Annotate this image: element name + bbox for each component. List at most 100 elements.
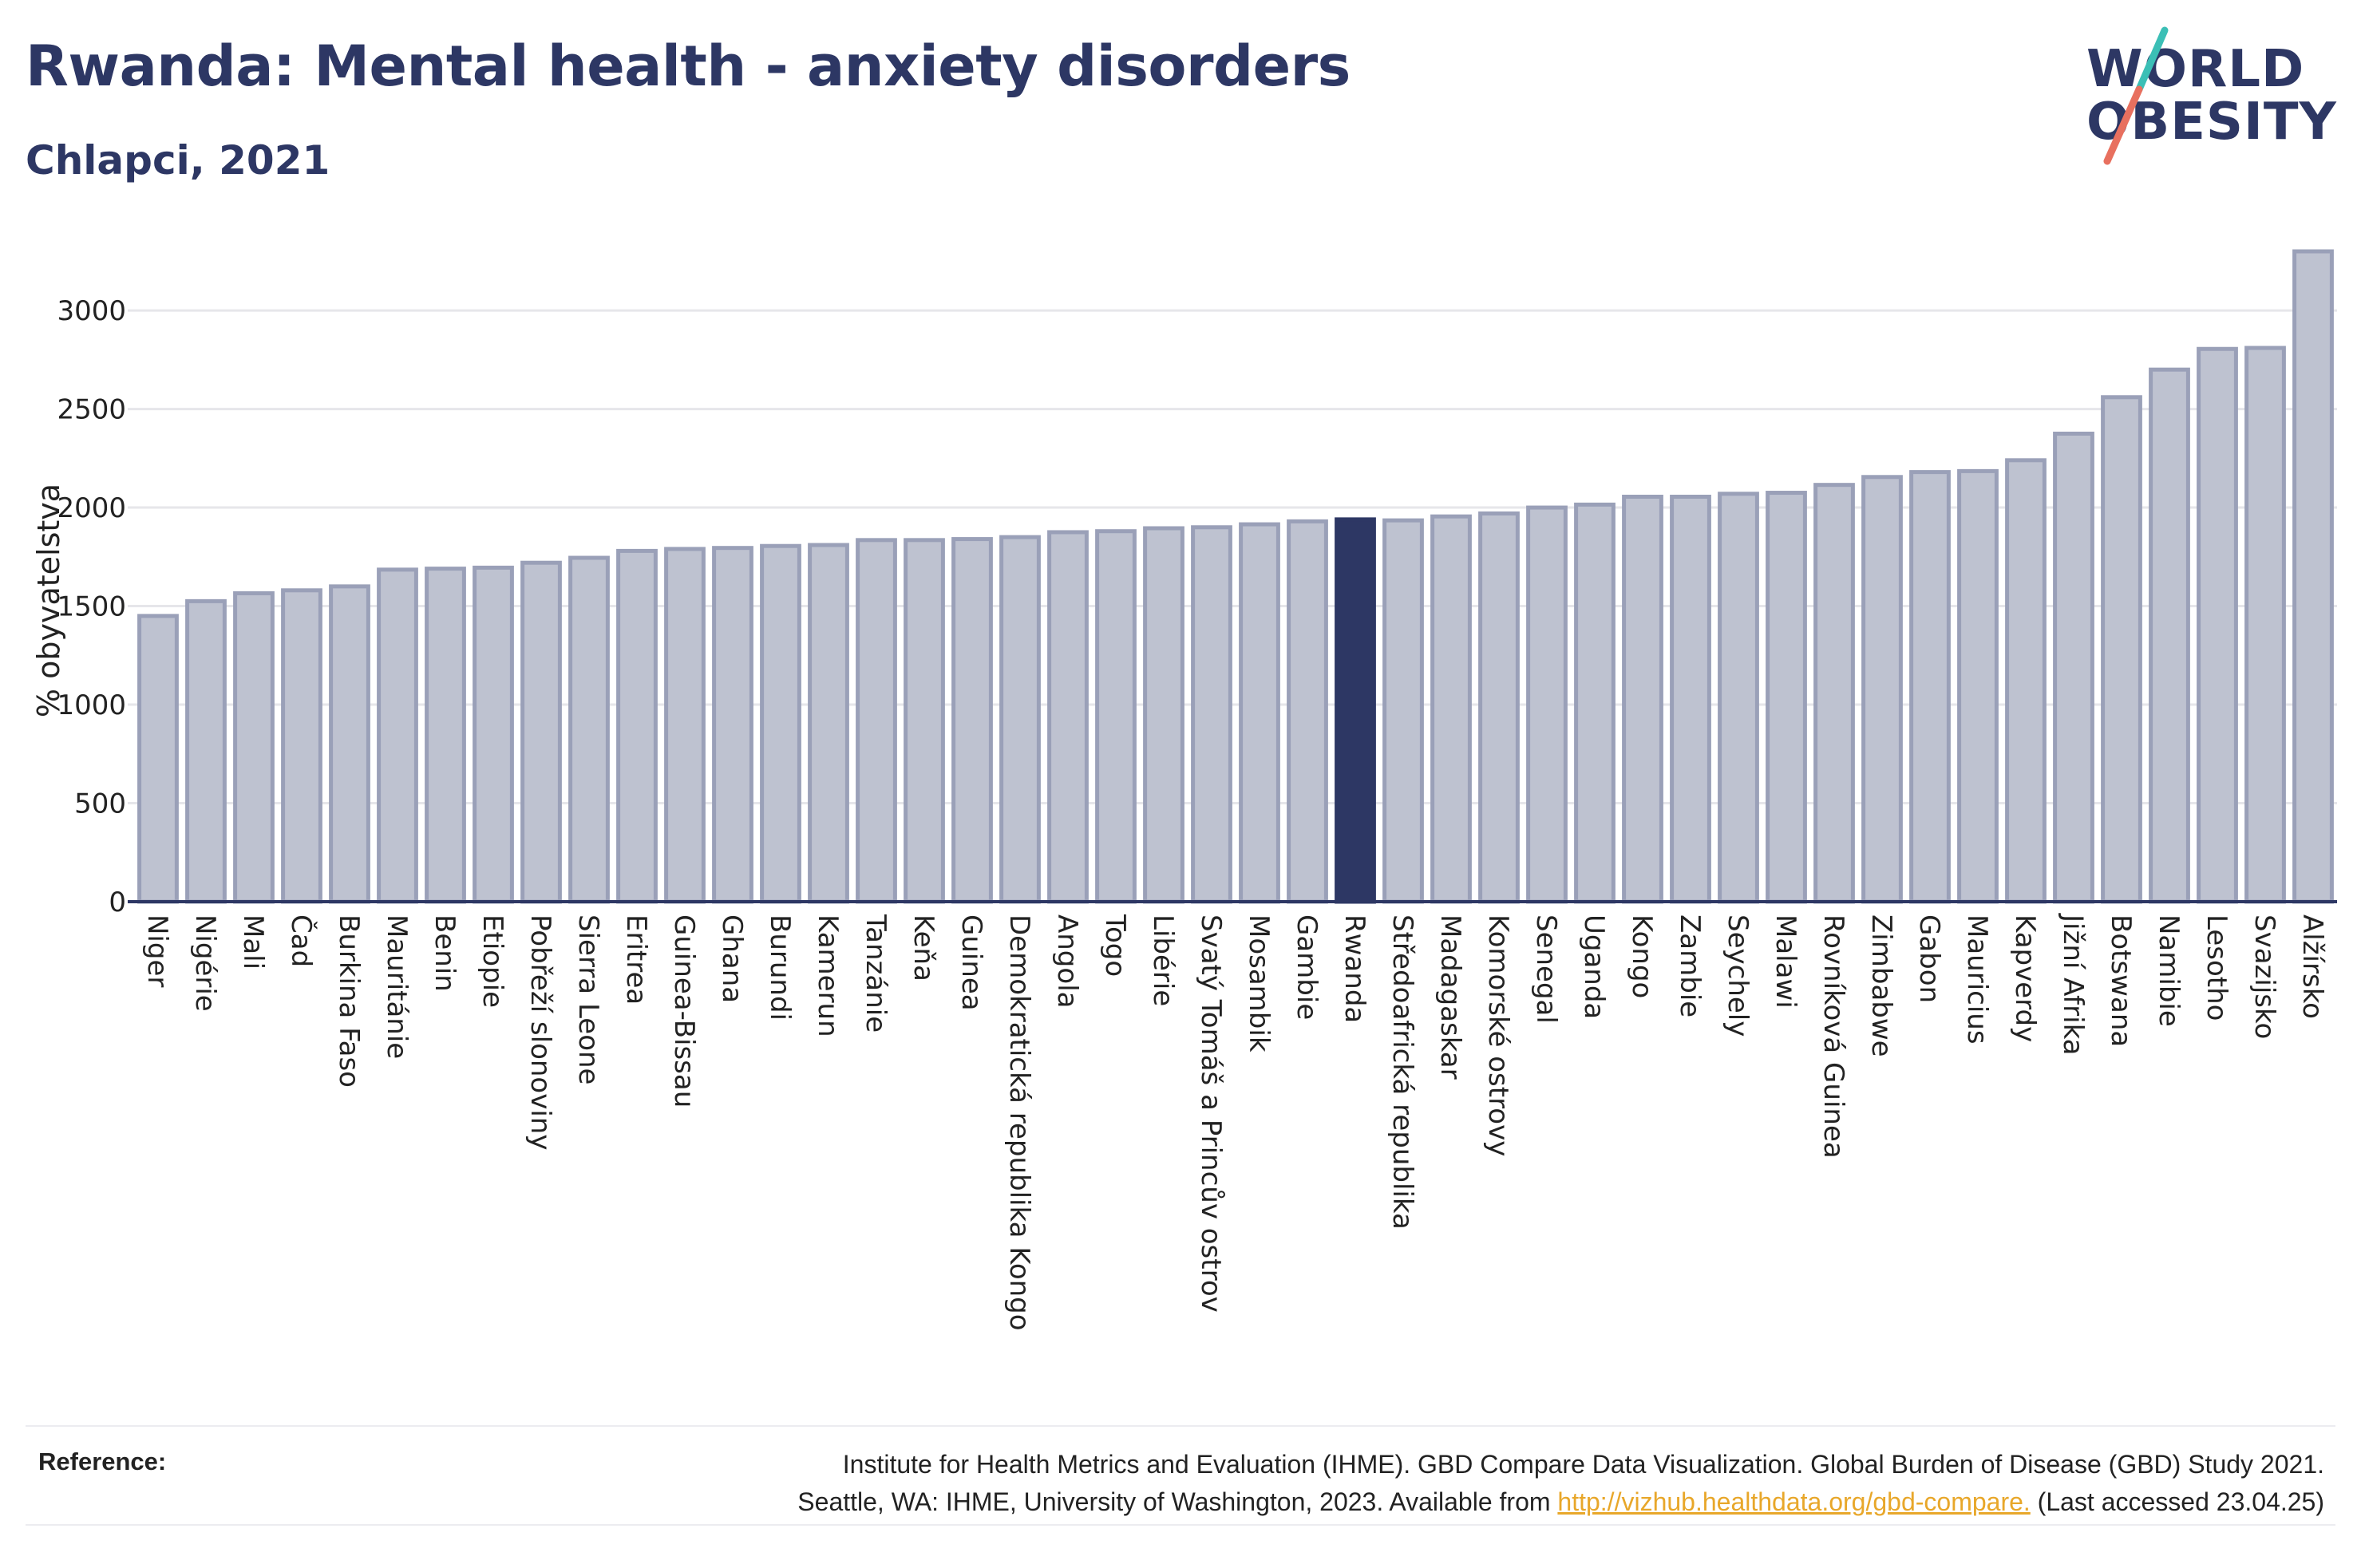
bar xyxy=(808,543,849,904)
x-tick-label: Mosambik xyxy=(1243,914,1275,1053)
bar xyxy=(2149,367,2190,904)
x-tick-label: Mauritánie xyxy=(381,914,413,1059)
y-tick-label: 2000 xyxy=(57,492,126,524)
x-tick-label: Nigérie xyxy=(189,914,221,1012)
bar xyxy=(1813,483,1855,904)
logo-line-1: WORLD xyxy=(2086,40,2305,99)
bar xyxy=(1478,511,1520,904)
bar xyxy=(951,537,993,904)
x-tick-label: Ghana xyxy=(716,914,748,1003)
x-tick-label: Guinea-Bissau xyxy=(668,914,700,1108)
reference-link[interactable]: http://vizhub.healthdata.org/gbd-compare… xyxy=(1557,1487,2031,1516)
x-tick-label: Alžírsko xyxy=(2296,914,2328,1019)
x-tick-label: Zimbabwe xyxy=(1865,914,1897,1057)
page-subtitle: Chlapci, 2021 xyxy=(26,137,330,184)
x-tick-label: Zambie xyxy=(1674,914,1706,1017)
bar xyxy=(2244,346,2286,904)
reference-label: Reference: xyxy=(38,1448,167,1475)
x-tick-label: Tanzánie xyxy=(860,914,892,1033)
reference-line-1: Institute for Health Metrics and Evaluat… xyxy=(842,1450,2324,1479)
x-tick-label: Rovníková Guinea xyxy=(1817,914,1849,1159)
x-tick-label: Burundi xyxy=(764,914,796,1021)
bar xyxy=(1143,526,1184,904)
bar xyxy=(2292,249,2334,904)
x-tick-label: Guinea xyxy=(955,914,987,1011)
reference-line-2-prefix: Seattle, WA: IHME, University of Washing… xyxy=(797,1487,1558,1516)
x-tick-label: Sierra Leone xyxy=(572,914,604,1084)
x-tick-label: Angola xyxy=(1051,914,1083,1008)
bar xyxy=(999,535,1041,904)
bar xyxy=(1287,519,1328,904)
x-tick-label: Čad xyxy=(285,914,318,967)
x-tick-label: Etiopie xyxy=(477,914,508,1008)
x-tick-label: Středoafrická republika xyxy=(1386,914,1418,1230)
x-tick-label: Mauricius xyxy=(1961,914,1993,1045)
y-tick-label: 0 xyxy=(109,887,126,918)
y-tick-label: 1000 xyxy=(57,689,126,721)
x-tick-label: Rwanda xyxy=(1339,914,1370,1023)
reference-divider-top xyxy=(26,1425,2335,1427)
bar xyxy=(568,555,610,904)
x-tick-label: Mali xyxy=(237,914,269,970)
bar xyxy=(1382,518,1424,904)
x-tick-label: Kapverdy xyxy=(2009,914,2041,1042)
x-tick-label: Jižní Afrika xyxy=(2057,913,2089,1056)
x-tick-label: Seychely xyxy=(1722,914,1754,1037)
y-axis-label: % obyvatelstva xyxy=(31,484,66,717)
x-tick-label: Botswana xyxy=(2105,914,2137,1047)
bar xyxy=(185,598,227,904)
x-tick-label: Svazijsko xyxy=(2248,914,2280,1039)
x-tick-label: Madagaskar xyxy=(1434,914,1466,1080)
bar xyxy=(2101,395,2142,904)
bar xyxy=(1957,468,1999,904)
bar xyxy=(1335,517,1376,904)
bar xyxy=(1574,502,1616,904)
x-tick-label: Keňa xyxy=(908,914,939,981)
x-tick-label: Kongo xyxy=(1626,914,1658,998)
bar xyxy=(1239,522,1280,904)
bar xyxy=(760,543,801,904)
logo-slash-icon xyxy=(2103,26,2169,165)
x-tick-label: Namibie xyxy=(2153,914,2185,1027)
x-tick-label: Svatý Tomáš a Princův ostrov xyxy=(1195,914,1227,1313)
y-tick-label: 500 xyxy=(74,788,126,820)
y-tick-label: 1500 xyxy=(57,591,126,623)
reference-divider-bottom xyxy=(26,1524,2335,1526)
bar xyxy=(233,590,275,904)
y-tick-label: 3000 xyxy=(57,295,126,327)
bar xyxy=(137,614,179,904)
bar xyxy=(329,584,370,904)
x-tick-label: Burkina Faso xyxy=(333,914,365,1088)
y-tick-label: 2500 xyxy=(57,394,126,426)
bar xyxy=(1191,525,1232,904)
bar xyxy=(1047,530,1089,904)
bar xyxy=(2053,431,2094,904)
bar xyxy=(2005,458,2047,904)
x-tick-label: Demokratická republika Kongo xyxy=(1003,914,1035,1331)
bar xyxy=(520,560,562,904)
bar xyxy=(281,588,322,904)
bar xyxy=(1909,470,1951,904)
bar-chart: 0 500 1000 1500 2000 2500 3000 % obyvatelstva Ni… xyxy=(31,249,2337,1331)
x-tick-label: Eritrea xyxy=(620,914,652,1005)
x-tick-label: Niger xyxy=(141,914,173,987)
x-tick-label: Benin xyxy=(429,914,461,992)
page-title: Rwanda: Mental health - anxiety disorder… xyxy=(26,34,1351,99)
bar xyxy=(473,565,514,904)
bar xyxy=(856,538,897,904)
bar xyxy=(1622,494,1663,904)
x-tick-label: Uganda xyxy=(1578,914,1610,1019)
reference-text: Institute for Health Metrics and Evaluat… xyxy=(797,1446,2324,1521)
x-tick-label: Komorské ostrovy xyxy=(1482,914,1514,1156)
bar xyxy=(1526,505,1568,904)
bar xyxy=(1430,514,1472,904)
reference-line-2-suffix: (Last accessed 23.04.25) xyxy=(2030,1487,2324,1516)
x-tick-label: Gabon xyxy=(1913,914,1945,1003)
x-tick-label: Kamerun xyxy=(812,914,844,1037)
bar xyxy=(1766,491,1807,904)
reference-line-2: Seattle, WA: IHME, University of Washing… xyxy=(797,1483,2324,1521)
bar xyxy=(712,546,753,904)
bar xyxy=(1095,529,1137,904)
x-tick-label: Senegal xyxy=(1530,914,1562,1024)
x-tick-label: Libérie xyxy=(1147,914,1179,1006)
